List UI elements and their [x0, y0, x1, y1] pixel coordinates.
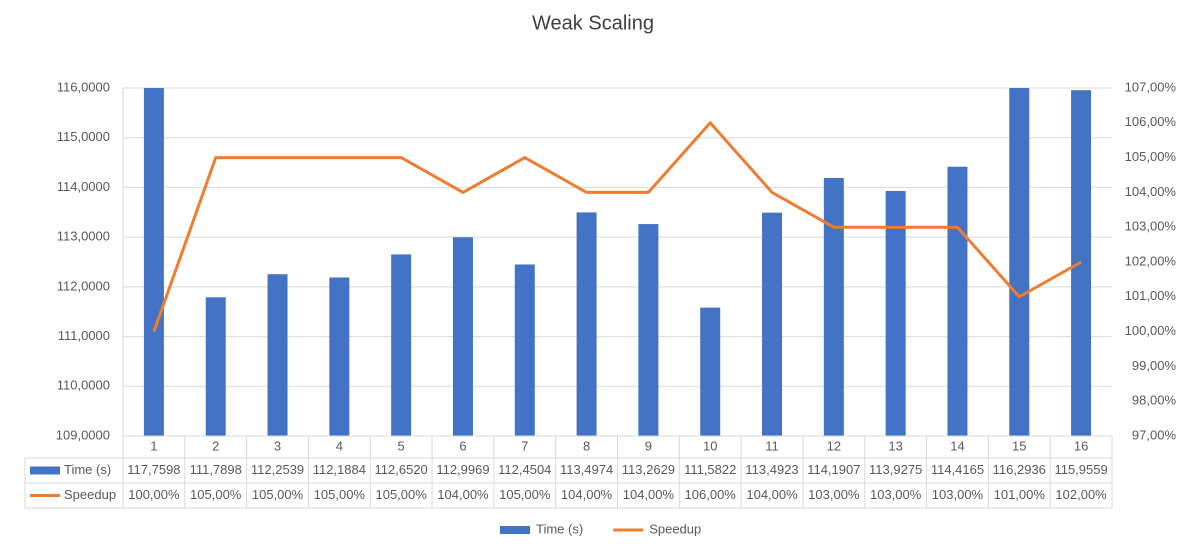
x-tick-label: 14 — [950, 438, 964, 453]
y2-tick-label: 105,00% — [1125, 149, 1177, 164]
y-tick-label: 109,0000 — [56, 427, 110, 442]
table-cell: 111,7898 — [190, 462, 242, 477]
table-cell: 106,00% — [685, 487, 737, 502]
y2-tick-label: 98,00% — [1132, 393, 1177, 408]
bar — [391, 254, 412, 436]
y-tick-label: 113,0000 — [57, 229, 110, 244]
grid — [122, 87, 1112, 437]
table-cell: 100,00% — [128, 487, 180, 502]
bar — [1009, 88, 1030, 436]
table-cell: 117,7598 — [127, 462, 180, 477]
x-tick-label: 12 — [827, 438, 841, 453]
y-tick-label: 112,0000 — [57, 278, 110, 293]
chart-title: Weak Scaling — [532, 12, 654, 34]
x-tick-label: 13 — [888, 438, 902, 453]
x-tick-label: 9 — [645, 438, 652, 453]
table-cell: 104,00% — [623, 487, 675, 502]
legend-label: Speedup — [649, 521, 701, 536]
table-series-name: Speedup — [64, 487, 116, 502]
x-tick-label: 5 — [398, 438, 405, 453]
x-tick-label: 7 — [521, 438, 528, 453]
legend-key — [500, 526, 530, 534]
y2-tick-label: 99,00% — [1132, 358, 1177, 373]
x-tick-label: 3 — [274, 438, 281, 453]
bar — [638, 224, 659, 436]
table-cell: 115,9559 — [1054, 462, 1107, 477]
table-cell: 111,5822 — [684, 462, 736, 477]
table-cell: 103,00% — [808, 487, 860, 502]
bar — [885, 191, 906, 436]
x-tick-label: 1 — [150, 438, 157, 453]
y2-tick-label: 107,00% — [1125, 79, 1177, 94]
table-cell: 104,00% — [746, 487, 798, 502]
table-key — [30, 466, 60, 475]
table-cell: 113,4923 — [745, 462, 798, 477]
bar — [452, 237, 473, 436]
table-cell: 112,1884 — [313, 462, 366, 477]
y2-tick-label: 104,00% — [1125, 184, 1177, 199]
y-tick-label: 115,0000 — [57, 129, 110, 144]
table-cell: 103,00% — [870, 487, 922, 502]
x-tick-label: 16 — [1074, 438, 1088, 453]
table-cell: 112,6520 — [375, 462, 428, 477]
table-cell: 104,00% — [561, 487, 613, 502]
table-cell: 113,2629 — [622, 462, 675, 477]
bars — [143, 88, 1092, 436]
y2-tick-label: 103,00% — [1125, 219, 1177, 234]
y-tick-label: 110,0000 — [57, 378, 110, 393]
x-tick-label: 11 — [765, 438, 779, 453]
table-cell: 105,00% — [314, 487, 366, 502]
foreground: 109,0000 110,0000 111,0000 112,0000 113,0000… — [24, 79, 1177, 536]
x-tick-label: 15 — [1012, 438, 1026, 453]
bar — [700, 307, 721, 436]
table-cell: 112,4504 — [498, 462, 551, 477]
line — [152, 121, 1082, 333]
bar — [576, 212, 597, 436]
table-cell: 116,2936 — [993, 462, 1046, 477]
table-cell: 112,2539 — [251, 462, 304, 477]
y-tick-label: 114,0000 — [57, 179, 110, 194]
table-cell: 114,4165 — [931, 462, 984, 477]
y2-tick-label: 100,00% — [1125, 323, 1177, 338]
table-cell: 103,00% — [932, 487, 984, 502]
x-tick-label: 4 — [336, 438, 343, 453]
x-tick-label: 8 — [583, 438, 590, 453]
bar — [205, 297, 226, 436]
table-cell: 113,9275 — [869, 462, 922, 477]
table-cell: 112,9969 — [436, 462, 489, 477]
bar — [514, 264, 535, 436]
x-tick-label: 6 — [459, 438, 466, 453]
y2-tick-label: 102,00% — [1125, 253, 1177, 268]
x-tick-label: 2 — [212, 438, 219, 453]
y-tick-label: 116,0000 — [57, 79, 110, 94]
bar — [947, 166, 968, 436]
bar — [143, 88, 164, 436]
y2-tick-label: 106,00% — [1125, 114, 1177, 129]
x-tick-label: 10 — [703, 438, 717, 453]
table-cell: 114,1907 — [807, 462, 860, 477]
table-cell: 104,00% — [437, 487, 489, 502]
bar — [762, 212, 783, 436]
y2-tick-label: 97,00% — [1132, 427, 1177, 442]
table-cell: 105,00% — [499, 487, 551, 502]
table-cell: 101,00% — [994, 487, 1046, 502]
y2-tick-label: 101,00% — [1125, 288, 1177, 303]
table-series-name: Time (s) — [64, 462, 111, 477]
legend-label: Time (s) — [536, 521, 583, 536]
table-cell: 102,00% — [1055, 487, 1107, 502]
bar — [267, 274, 288, 436]
table-cell: 105,00% — [190, 487, 242, 502]
table-cell: 105,00% — [252, 487, 304, 502]
bar — [823, 177, 844, 436]
table-cell: 105,00% — [375, 487, 427, 502]
y-tick-label: 111,0000 — [58, 328, 110, 343]
bar — [329, 277, 350, 436]
table-cell: 113,4974 — [560, 462, 613, 477]
